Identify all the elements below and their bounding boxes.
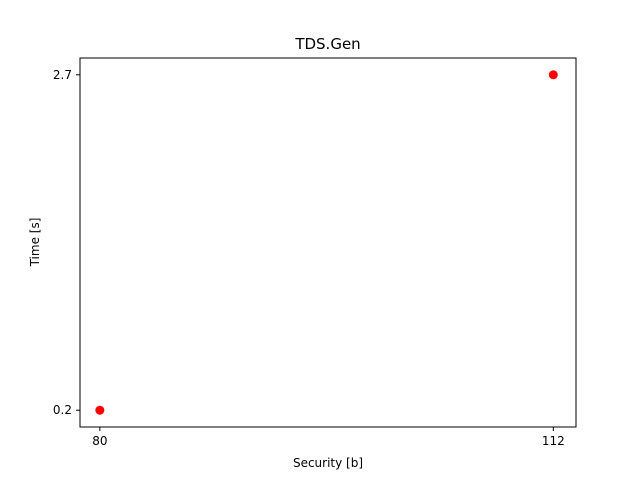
y-tick-label: 2.7 [53,68,72,82]
x-axis-label: Security [b] [293,456,363,470]
y-axis-ticks: 0.2 2.7 [53,68,80,417]
x-tick-label: 112 [542,434,565,448]
scatter-points [95,70,558,415]
plot-area [79,57,577,428]
scatter-point [95,405,105,415]
x-axis-ticks: 80 112 [92,427,565,448]
y-axis-label: Time [s] [28,218,42,268]
scatter-point [548,70,558,80]
y-tick-label: 0.2 [53,403,72,417]
x-tick-label: 80 [92,434,107,448]
chart-title: TDS.Gen [294,35,360,53]
